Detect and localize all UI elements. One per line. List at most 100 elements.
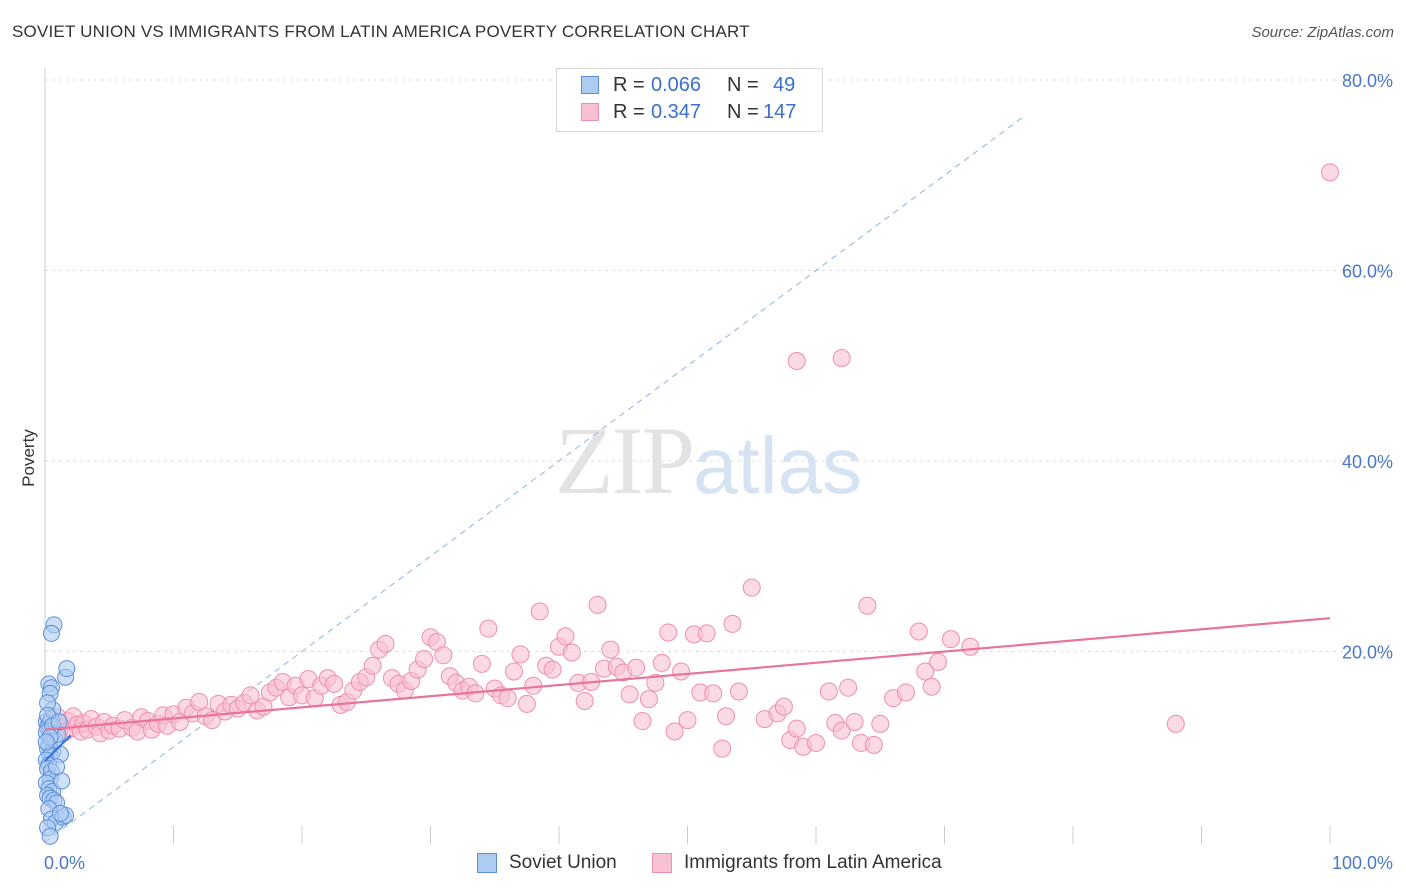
latin-america-point — [505, 662, 524, 681]
legend-n-value: 49 — [773, 74, 796, 96]
latin-america-point — [742, 578, 761, 597]
latin-america-point — [845, 712, 864, 731]
soviet-union-trend-line — [44, 734, 72, 762]
x-tick-label: 0.0% — [44, 853, 85, 873]
soviet-union-point — [48, 758, 66, 776]
y-tick-label: 40.0% — [1342, 452, 1393, 472]
latin-america-point — [639, 690, 658, 709]
latin-america-point — [839, 678, 858, 697]
soviet-union-point — [58, 660, 76, 678]
y-axis-title: Poverty — [19, 429, 38, 487]
latin-america-point — [434, 646, 453, 665]
latin-america-point — [941, 630, 960, 649]
latin-america-point — [517, 694, 536, 713]
latin-america-point — [832, 721, 851, 740]
watermark-atlas: atlas — [693, 421, 862, 510]
latin-america-point — [678, 711, 697, 730]
soviet-union-point — [51, 804, 69, 822]
soviet-legend-swatch — [477, 853, 497, 873]
latin-america-point — [858, 596, 877, 615]
latin-america-point — [929, 652, 948, 671]
soviet-union-point — [53, 772, 71, 790]
latin-america-point — [717, 707, 736, 726]
legend-n-value: 147 — [763, 101, 797, 123]
latin-america-point — [620, 685, 639, 704]
latin-america-point — [864, 735, 883, 754]
soviet-union-points — [37, 616, 76, 845]
soviet-swatch — [581, 76, 599, 94]
reference-diagonal-line — [44, 117, 1022, 843]
latin-america-point — [871, 714, 890, 733]
latin-america-point — [627, 658, 646, 677]
latin-america-point — [363, 656, 382, 675]
latin-america-point — [916, 662, 935, 681]
latin-america-point — [415, 650, 434, 669]
latin-america-point — [713, 739, 732, 758]
latin-swatch — [581, 103, 599, 121]
latin-america-point — [787, 719, 806, 738]
latin-america-trend-line — [44, 617, 1331, 731]
latin-america-point — [652, 653, 671, 672]
soviet-union-point — [50, 713, 68, 731]
x-tick-label: 100.0% — [1332, 853, 1393, 873]
latin-america-point — [530, 602, 549, 621]
grid-layer — [45, 79, 1392, 652]
latin-america-point — [659, 623, 678, 642]
latin-america-point — [1166, 714, 1185, 733]
latin-america-point — [896, 683, 915, 702]
latin-america-point — [376, 634, 395, 653]
latin-america-point — [511, 645, 530, 664]
latin-america-point — [909, 622, 928, 641]
soviet-union-point — [37, 733, 55, 751]
latin-legend-label: Immigrants from Latin America — [684, 852, 942, 873]
latin-america-point — [472, 654, 491, 673]
latin-america-point — [729, 682, 748, 701]
latin-america-point — [665, 722, 684, 741]
latin-america-point — [774, 697, 793, 716]
axis-labels-layer: 20.0% 40.0% 60.0% 80.0% 0.0% 100.0% Poverty — [19, 71, 1393, 873]
latin-america-point — [807, 733, 825, 752]
latin-america-point — [922, 677, 941, 696]
latin-america-point — [543, 660, 562, 679]
y-tick-label: 60.0% — [1342, 262, 1393, 282]
latin-america-point — [1321, 163, 1339, 182]
latin-america-point — [723, 614, 742, 633]
legend-r-value: 0.066 — [651, 74, 702, 96]
latin-america-point — [588, 595, 607, 614]
chart-title: SOVIET UNION VS IMMIGRANTS FROM LATIN AM… — [12, 22, 750, 41]
latin-america-point — [704, 684, 723, 703]
latin-legend-swatch — [652, 853, 672, 873]
y-tick-label: 20.0% — [1342, 643, 1393, 663]
latin-america-point — [556, 627, 575, 646]
latin-america-point — [832, 349, 851, 368]
latin-america-point — [633, 712, 652, 731]
trend-line-layer — [44, 617, 1331, 762]
latin-america-point — [697, 624, 716, 643]
series-legend: Soviet Union Immigrants from Latin Ameri… — [0, 852, 1406, 878]
legend-r-value: 0.347 — [651, 101, 702, 123]
y-tick-label: 80.0% — [1342, 71, 1393, 91]
correlation-legend: R = 0.066 N = 49 R = 0.347 N = 147 — [556, 68, 823, 132]
latin-america-point — [646, 673, 665, 692]
legend-r-label: R = — [613, 74, 645, 96]
latin-america-point — [325, 674, 344, 693]
latin-america-point — [241, 686, 260, 705]
soviet-union-point — [41, 827, 59, 845]
latin-america-point — [498, 689, 517, 708]
latin-america-point — [961, 637, 980, 656]
soviet-union-point — [42, 624, 60, 642]
latin-america-point — [787, 351, 806, 370]
latin-america-point — [479, 619, 498, 638]
latin-america-point — [672, 662, 691, 681]
soviet-legend-label: Soviet Union — [509, 852, 617, 873]
legend-n-label: N = — [727, 101, 759, 123]
latin-america-point — [819, 682, 838, 701]
latin-america-point — [575, 692, 594, 711]
legend-n-label: N = — [727, 74, 759, 96]
latin-america-point — [562, 643, 581, 662]
legend-r-label: R = — [613, 101, 645, 123]
latin-america-point — [601, 640, 620, 659]
reference-line-layer — [44, 117, 1022, 843]
source-label: Source: ZipAtlas.com — [1251, 24, 1394, 41]
